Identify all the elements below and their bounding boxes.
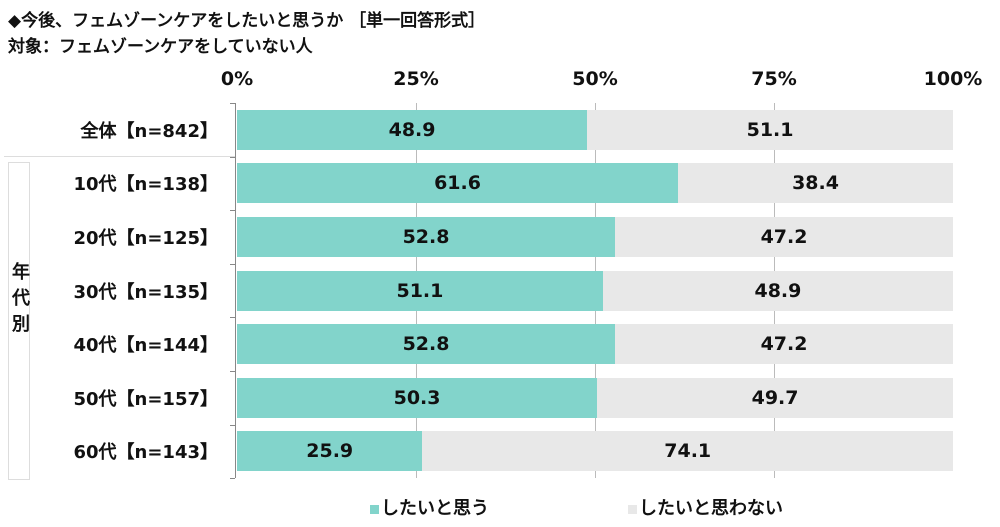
x-tick-label: 0% [220, 68, 254, 90]
axis-tick [230, 210, 235, 212]
legend-label: したいと思う [381, 498, 489, 519]
chart-subtitle: 対象：フェムゾーンケアをしていない人 [8, 37, 313, 57]
category-label: 60代【n=143】 [73, 442, 218, 464]
data-label: 51.1 [396, 279, 444, 302]
data-label: 48.9 [388, 118, 436, 141]
bar-yes [237, 217, 616, 257]
bar-no [587, 109, 953, 150]
category-label: 10代【n=138】 [73, 174, 218, 196]
chart-title: ◆今後、フェムゾーンケアをしたいと思うか ［単一回答形式］ [8, 11, 486, 31]
bar-no [615, 217, 953, 257]
data-label: 50.3 [393, 386, 441, 409]
axis-tick [230, 263, 235, 265]
bar-yes [237, 431, 423, 472]
divider [4, 156, 236, 157]
data-label: 47.2 [760, 333, 808, 356]
bar-yes [237, 377, 598, 418]
legend-swatch [628, 504, 637, 514]
legend-label: したいと思わない [639, 498, 783, 519]
data-label: 48.9 [754, 279, 802, 302]
category-label: 20代【n=125】 [73, 228, 218, 249]
axis-tick [230, 103, 235, 104]
category-label: 50代【n=157】 [73, 388, 218, 410]
bar-no [678, 163, 953, 204]
axis-tick [230, 478, 235, 480]
bar-yes [237, 270, 603, 311]
bar-yes [237, 163, 679, 204]
category-label: 30代【n=135】 [73, 281, 218, 303]
axis-tick [230, 317, 235, 319]
data-label: 47.2 [760, 226, 808, 248]
data-label: 52.8 [402, 226, 450, 248]
data-label: 51.1 [746, 118, 794, 141]
y-axis [235, 103, 236, 478]
x-tick-label: 75% [751, 68, 797, 90]
bar-no [597, 377, 953, 418]
bar-no [615, 324, 953, 365]
category-label: 40代【n=144】 [73, 335, 218, 357]
axis-tick [230, 424, 235, 426]
bar-yes [237, 324, 616, 365]
category-label: 全体【n=842】 [80, 120, 218, 142]
legend-item-yes: したいと思う [370, 494, 489, 520]
data-label: 49.7 [751, 386, 799, 409]
legend-item-no: したいと思わない [628, 494, 783, 520]
axis-tick [230, 371, 235, 372]
bar-yes [237, 109, 588, 150]
data-label: 25.9 [306, 440, 354, 463]
data-label: 38.4 [792, 172, 839, 195]
bar-no [422, 431, 953, 472]
legend-swatch [370, 504, 379, 514]
x-tick-label: 50% [572, 68, 618, 90]
data-label: 52.8 [402, 333, 450, 356]
x-tick-label: 25% [393, 68, 439, 90]
x-tick-label: 100% [923, 68, 983, 90]
axis-tick [230, 156, 235, 158]
data-label: 74.1 [664, 440, 712, 463]
data-label: 61.6 [434, 172, 481, 195]
age-group-box [8, 162, 30, 480]
bar-no [602, 270, 953, 311]
age-group-label: 年代別 [9, 262, 30, 340]
